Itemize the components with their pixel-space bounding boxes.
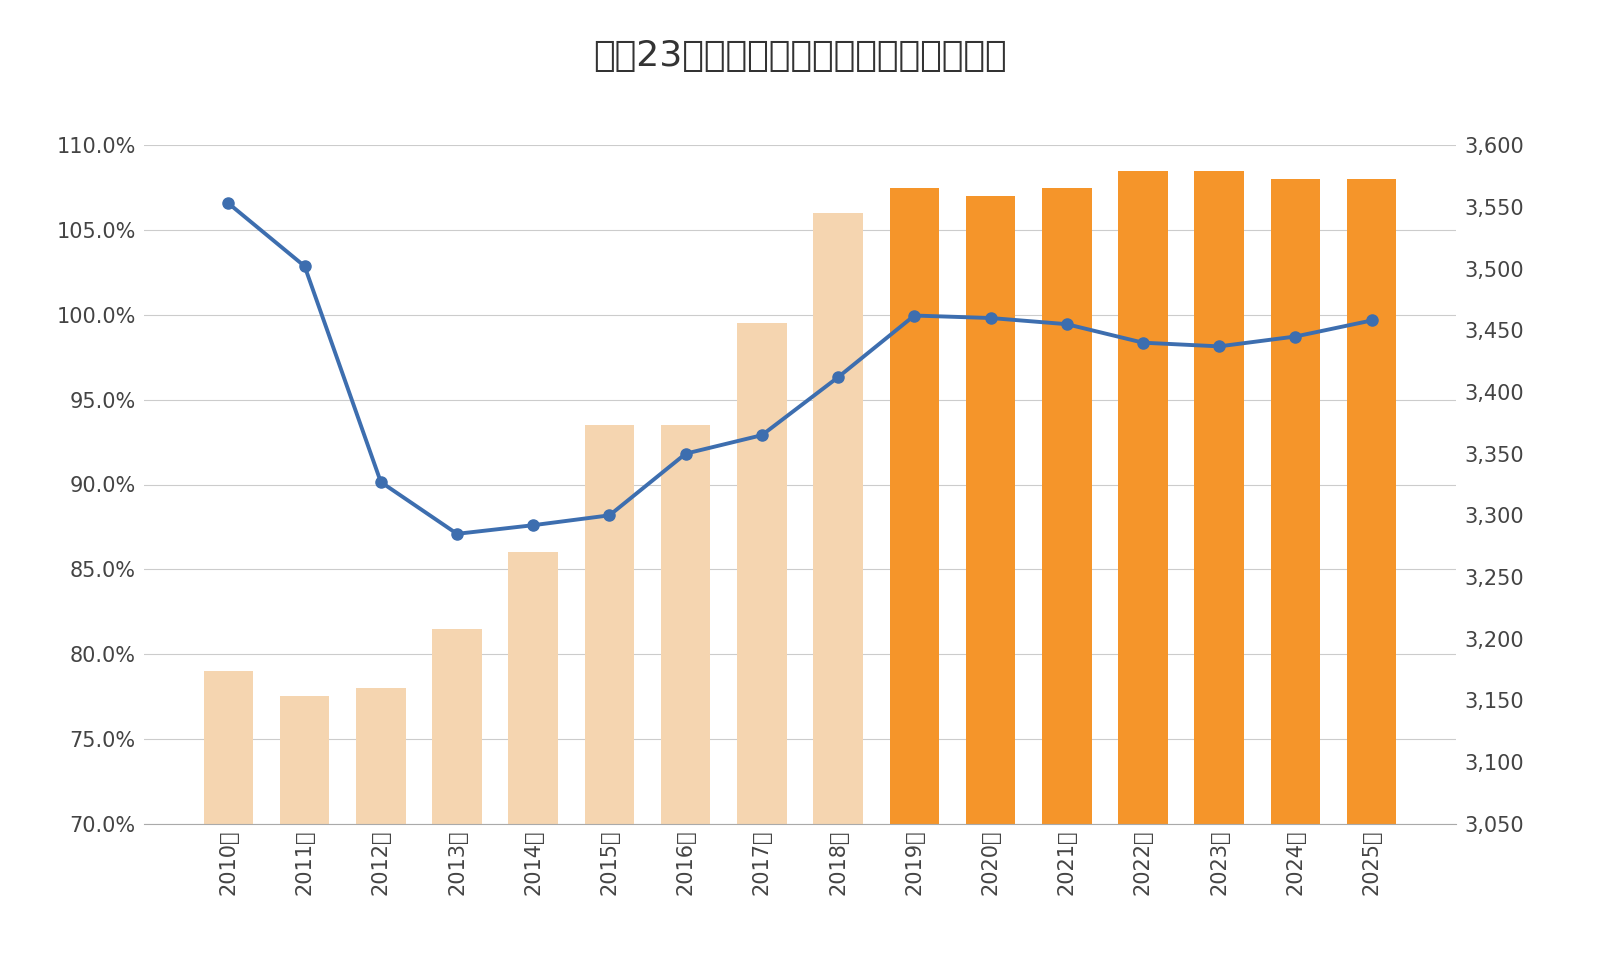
- Text: 東京23区新築マンション価格および賃料: 東京23区新築マンション価格および賃料: [594, 39, 1006, 73]
- Bar: [509, 552, 558, 969]
- Bar: [203, 672, 253, 969]
- Bar: [890, 188, 939, 969]
- Bar: [1347, 179, 1397, 969]
- Bar: [1270, 179, 1320, 969]
- Bar: [280, 697, 330, 969]
- Bar: [584, 425, 634, 969]
- Bar: [661, 425, 710, 969]
- Bar: [813, 213, 862, 969]
- Bar: [1118, 171, 1168, 969]
- Bar: [357, 688, 405, 969]
- Bar: [1195, 171, 1243, 969]
- Bar: [432, 629, 482, 969]
- Bar: [966, 197, 1016, 969]
- Bar: [1042, 188, 1091, 969]
- Bar: [738, 324, 787, 969]
